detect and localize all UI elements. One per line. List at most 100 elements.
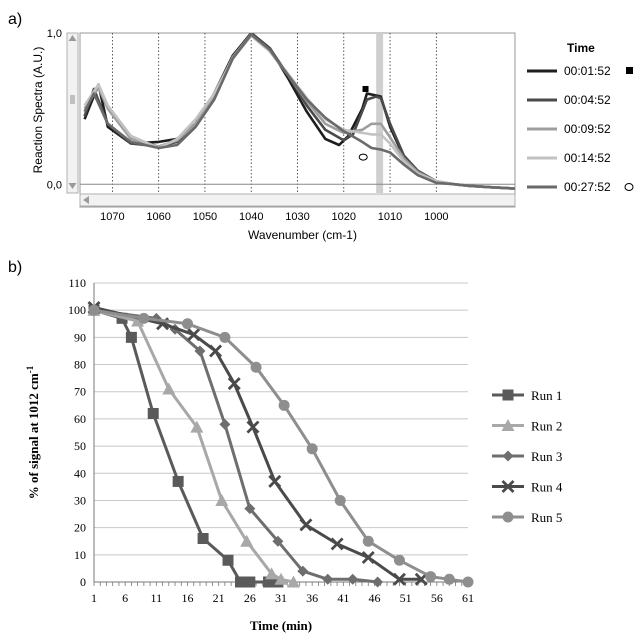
legend-label-run-3: Run 3 (531, 449, 562, 464)
y-axis-title-b: % of signal at 1012 cm-1 (25, 365, 41, 499)
y-scrollbar (66, 32, 79, 194)
legend-marker-run-1 (502, 389, 514, 401)
point-run-1 (222, 554, 234, 566)
x-tick-label-a: 1010 (378, 211, 402, 223)
y-tick-label-b: 100 (68, 303, 86, 317)
x-scrollbar (79, 193, 516, 207)
point-run-3 (322, 573, 334, 585)
point-run-3 (219, 418, 231, 430)
x-tick-label-b: 11 (151, 591, 163, 605)
legend-marker-run-5 (502, 511, 514, 523)
y-tick-label-b: 110 (68, 276, 86, 290)
x-tick-label-a: 1020 (332, 211, 356, 223)
x-tick-label-b: 16 (182, 591, 194, 605)
x-tick-label-b: 51 (400, 591, 412, 605)
panel-a-chart: a) 1,0 0,0 1070 1060 1050 1040 1030 1020 1010 1000… (8, 11, 634, 242)
y-tick-label-a: 1,0 (47, 28, 62, 40)
point-run-3 (372, 576, 384, 588)
y-tick-label-b: 10 (74, 548, 86, 562)
point-run-2 (190, 420, 204, 433)
x-axis-title-b: Time (min) (250, 618, 312, 633)
y-axis-title-a: Reaction Spectra (A.U.) (31, 47, 45, 174)
point-run-1 (147, 407, 159, 419)
point-run-3 (194, 345, 206, 357)
point-run-4 (361, 551, 375, 565)
point-run-2 (274, 572, 288, 585)
point-run-4 (414, 572, 428, 586)
y-tick-label-b: 60 (74, 412, 86, 426)
x-tick-label-a: 1070 (100, 211, 124, 223)
point-run-5 (334, 494, 346, 506)
point-run-2 (240, 534, 254, 547)
point-run-4 (268, 474, 282, 488)
legend-marker-square (626, 67, 633, 74)
y-tick-label-b: 40 (74, 466, 86, 480)
point-run-2 (286, 575, 300, 588)
point-run-5 (425, 571, 437, 583)
legend-label-a-4: 00:14:52 (564, 151, 611, 165)
point-run-5 (306, 443, 318, 455)
y-axis-title-text: % of signal at 1012 cm (26, 373, 41, 499)
point-run-1 (172, 475, 184, 487)
point-run-5 (250, 361, 262, 373)
series-group-b-run-2 (87, 303, 300, 588)
x-tick-label-b: 6 (122, 591, 128, 605)
y-tick-label-a: 0,0 (47, 179, 62, 191)
legend-title-a: Time (567, 41, 595, 55)
point-run-1 (125, 331, 137, 343)
legend-label-run-2: Run 2 (531, 419, 562, 434)
x-tick-label-a: 1040 (239, 211, 263, 223)
highlight-band (376, 33, 384, 193)
scroll-down-icon (68, 183, 77, 189)
point-run-3 (244, 503, 256, 515)
legend-label-a-1: 00:01:52 (564, 64, 611, 78)
point-run-1 (197, 533, 209, 545)
legend-marker-run-2 (501, 419, 515, 431)
x-tick-label-b: 26 (244, 591, 256, 605)
point-run-5 (462, 576, 474, 588)
y-tick-label-b: 90 (74, 330, 86, 344)
point-run-5 (219, 331, 231, 343)
x-tick-label-b: 31 (275, 591, 287, 605)
y-tick-label-b: 80 (74, 358, 86, 372)
x-tick-label-b: 21 (213, 591, 225, 605)
point-run-1 (244, 576, 256, 588)
point-run-4 (246, 420, 260, 434)
point-run-2 (131, 314, 145, 327)
point-run-1 (234, 576, 246, 588)
series-group-b-run-5 (88, 304, 474, 588)
series-group-b-run-4 (87, 300, 428, 586)
legend-marker-circle (624, 183, 634, 191)
point-run-4 (187, 328, 201, 342)
legend-label-run-4: Run 4 (531, 480, 563, 495)
point-run-4 (392, 572, 406, 586)
x-tick-label-a: 1060 (146, 211, 170, 223)
point-run-5 (443, 573, 455, 585)
y-tick-label-b: 30 (74, 493, 86, 507)
y-axis-title-superscript: -1 (25, 365, 35, 373)
x-tick-label-a: 1030 (285, 211, 309, 223)
point-run-2 (162, 382, 176, 395)
legend-marker-run-3 (502, 450, 514, 462)
point-run-4 (330, 537, 344, 551)
point-run-5 (362, 535, 374, 547)
x-tick-label-b: 41 (337, 591, 349, 605)
point-run-2 (265, 567, 279, 580)
x-axis-title-a: Wavenumber (cm-1) (248, 228, 357, 242)
series-group-a (83, 33, 515, 190)
y-tick-label-b: 0 (80, 575, 86, 589)
legend-label-a-5: 00:27:52 (564, 180, 611, 194)
x-tick-label-b: 36 (306, 591, 318, 605)
marker-square-a (362, 85, 369, 92)
point-run-5 (182, 318, 193, 330)
point-run-5 (88, 304, 100, 316)
point-run-4 (209, 344, 223, 358)
point-run-4 (299, 518, 313, 532)
scroll-thumb (70, 95, 75, 104)
y-tick-label-b: 70 (74, 385, 86, 399)
legend-label-run-5: Run 5 (531, 510, 562, 525)
legend-marker-run-4 (501, 480, 515, 493)
point-run-5 (278, 399, 290, 411)
